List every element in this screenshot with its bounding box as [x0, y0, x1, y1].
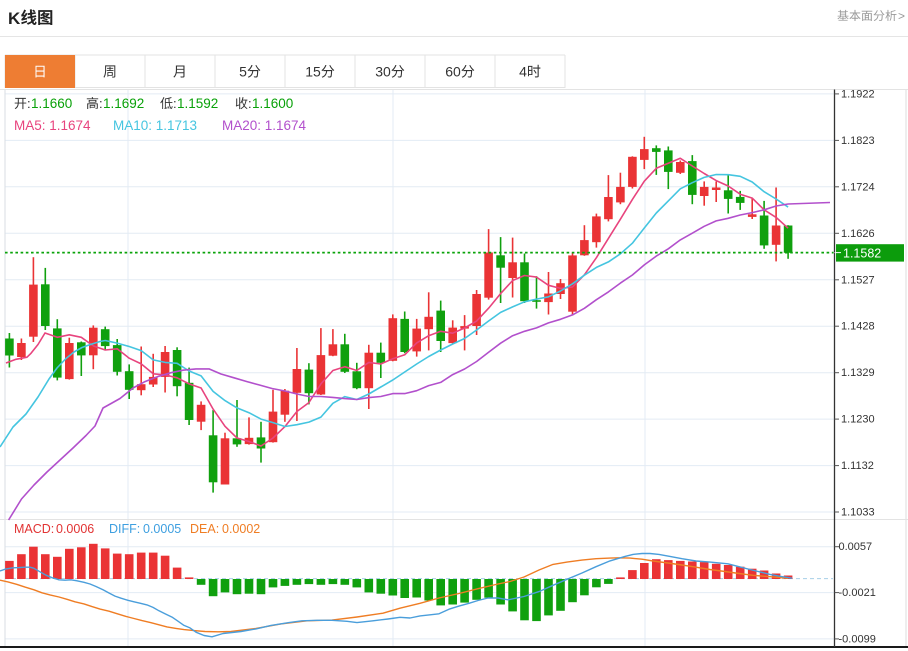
svg-text::: : — [248, 96, 252, 111]
svg-text:1.1660: 1.1660 — [31, 96, 72, 111]
svg-text:0.0002: 0.0002 — [222, 522, 260, 536]
svg-text:-0.0021: -0.0021 — [839, 587, 876, 599]
svg-text:DIFF:: DIFF: — [109, 522, 140, 536]
svg-text:1.1724: 1.1724 — [841, 181, 875, 193]
svg-text:1.1692: 1.1692 — [103, 96, 144, 111]
svg-text:5: 5 — [239, 64, 247, 80]
svg-text:1.1600: 1.1600 — [252, 96, 293, 111]
svg-text:K: K — [8, 9, 21, 28]
svg-text:MA10: 1.1713: MA10: 1.1713 — [113, 118, 197, 133]
svg-text:60: 60 — [445, 64, 461, 80]
svg-text:1.1922: 1.1922 — [841, 88, 875, 100]
svg-text::: : — [173, 96, 177, 111]
svg-text:1.1230: 1.1230 — [841, 414, 875, 426]
svg-text:1.1033: 1.1033 — [841, 507, 875, 519]
svg-text:1.1132: 1.1132 — [841, 460, 874, 472]
svg-text:4: 4 — [519, 64, 527, 80]
svg-text:15: 15 — [305, 64, 321, 80]
svg-text:1.1823: 1.1823 — [841, 135, 875, 147]
svg-text::: : — [27, 96, 31, 111]
svg-text:MA5: 1.1674: MA5: 1.1674 — [14, 118, 91, 133]
svg-text:1.1582: 1.1582 — [843, 247, 881, 261]
svg-text:DEA:: DEA: — [190, 522, 219, 536]
svg-text:30: 30 — [375, 64, 391, 80]
svg-text:MA20: 1.1674: MA20: 1.1674 — [222, 118, 307, 133]
svg-text:1.1592: 1.1592 — [177, 96, 218, 111]
svg-text:-0.0099: -0.0099 — [839, 633, 876, 645]
svg-text:1.1626: 1.1626 — [841, 228, 875, 240]
svg-text:0.0006: 0.0006 — [56, 522, 94, 536]
svg-text:1.1428: 1.1428 — [841, 321, 875, 333]
svg-text:1.1329: 1.1329 — [841, 367, 875, 379]
svg-text:0.0005: 0.0005 — [143, 522, 181, 536]
svg-text:1.1527: 1.1527 — [841, 274, 875, 286]
svg-text:MACD:: MACD: — [14, 522, 54, 536]
svg-text::: : — [99, 96, 103, 111]
svg-text:0.0057: 0.0057 — [839, 541, 873, 553]
svg-text:>: > — [898, 9, 905, 23]
